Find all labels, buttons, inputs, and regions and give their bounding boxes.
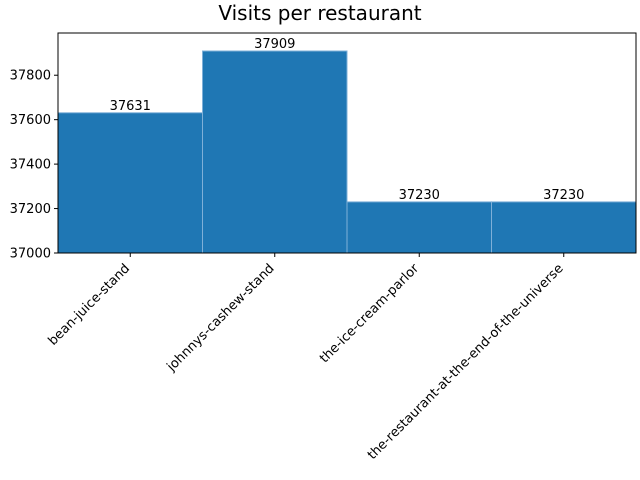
bar-bean-juice-stand [57,112,203,254]
y-tick-label: 37200 [10,202,51,217]
y-tick-label: 37600 [10,113,51,128]
x-tick-label: bean-juice-stand [46,261,134,349]
x-tick-label: the-ice-cream-parlor [317,261,422,366]
x-axis: bean-juice-stand johnnys-cashew-stand the-… [46,253,567,463]
bar-value-label: 37909 [254,37,295,52]
y-tick-label: 37000 [10,247,51,262]
y-tick-label: 37400 [10,158,51,173]
x-tick-label: johnnys-cashew-stand [164,261,278,375]
plot-frame [57,32,637,254]
y-axis: 37000 37200 37400 37600 37800 [10,69,58,262]
chart-title: Visits per restaurant [218,1,421,25]
bars-group [57,50,637,254]
bar-johnnys-cashew-stand [202,50,348,254]
bar-value-label: 37230 [543,188,584,203]
bar-the-ice-cream-parlor [346,201,492,254]
bar-labels-group: 37631 37909 37230 37230 [110,37,585,203]
bar-value-label: 37230 [399,188,440,203]
bar-value-label: 37631 [110,99,151,114]
y-tick-label: 37800 [10,69,51,84]
bar-the-restaurant-at-the-end-of-the-universe [491,201,637,254]
